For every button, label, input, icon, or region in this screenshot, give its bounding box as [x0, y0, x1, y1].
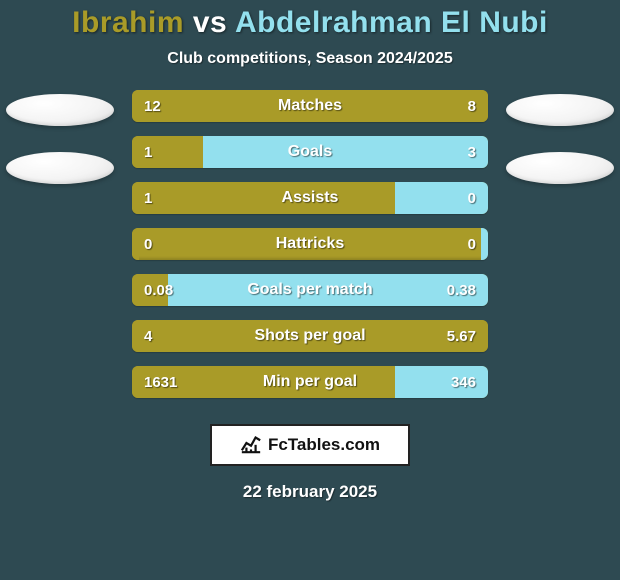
- stat-label: Matches: [132, 97, 488, 115]
- stat-label: Goals per match: [132, 281, 488, 299]
- chart-icon: [240, 432, 262, 459]
- avatar-column-left: [6, 90, 114, 184]
- stat-label: Assists: [132, 189, 488, 207]
- comparison-card: Ibrahim vs Abdelrahman El Nubi Club comp…: [0, 0, 620, 580]
- stat-row: 0Hattricks0: [132, 228, 488, 260]
- player-b-avatar-placeholder: [506, 94, 614, 126]
- stat-overlay: 1Assists0: [132, 182, 488, 214]
- stat-label: Shots per goal: [132, 327, 488, 345]
- main-area: 12Matches8 1Goals3 1Assists0 0Hattricks0 0.0…: [0, 90, 620, 398]
- stat-label: Goals: [132, 143, 488, 161]
- stat-row: 1Assists0: [132, 182, 488, 214]
- subtitle: Club competitions, Season 2024/2025: [0, 50, 620, 68]
- stat-row: 1631Min per goal346: [132, 366, 488, 398]
- stat-overlay: 1631Min per goal346: [132, 366, 488, 398]
- stat-label: Min per goal: [132, 373, 488, 391]
- stat-row: 1Goals3: [132, 136, 488, 168]
- stat-overlay: 12Matches8: [132, 90, 488, 122]
- player-b-name: Abdelrahman El Nubi: [235, 6, 548, 39]
- player-b-club-placeholder: [506, 152, 614, 184]
- vs-word: vs: [193, 6, 227, 39]
- stat-overlay: 1Goals3: [132, 136, 488, 168]
- logo-text: FcTables.com: [268, 435, 380, 455]
- source-logo[interactable]: FcTables.com: [210, 424, 410, 466]
- stat-bars: 12Matches8 1Goals3 1Assists0 0Hattricks0 0.0…: [132, 90, 488, 398]
- stat-row: 12Matches8: [132, 90, 488, 122]
- player-a-name: Ibrahim: [72, 6, 184, 39]
- player-a-avatar-placeholder: [6, 94, 114, 126]
- stat-row: 4Shots per goal5.67: [132, 320, 488, 352]
- stat-row: 0.08Goals per match0.38: [132, 274, 488, 306]
- stat-overlay: 0.08Goals per match0.38: [132, 274, 488, 306]
- stat-overlay: 0Hattricks0: [132, 228, 488, 260]
- player-a-club-placeholder: [6, 152, 114, 184]
- stat-overlay: 4Shots per goal5.67: [132, 320, 488, 352]
- page-title: Ibrahim vs Abdelrahman El Nubi: [0, 6, 620, 40]
- date: 22 february 2025: [0, 482, 620, 502]
- stat-label: Hattricks: [132, 235, 488, 253]
- avatar-column-right: [506, 90, 614, 184]
